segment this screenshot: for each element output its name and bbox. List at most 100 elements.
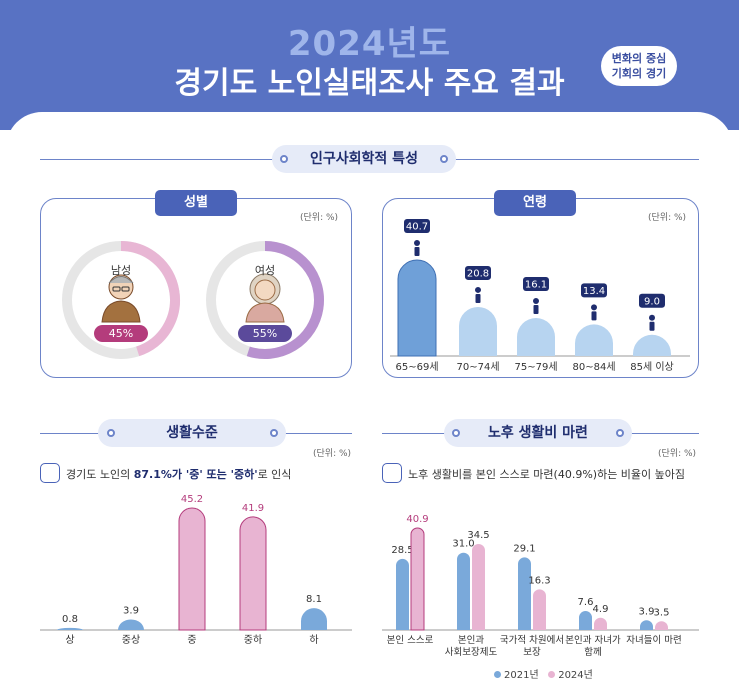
value-bubble	[404, 219, 430, 233]
data-label: 8.1	[306, 594, 322, 605]
bar	[655, 621, 668, 630]
section-dot-left	[280, 155, 288, 163]
data-label: 45.2	[181, 494, 203, 505]
data-label: 0.8	[62, 614, 78, 625]
value-bubble	[639, 293, 665, 308]
section-dot-left	[107, 429, 115, 437]
section-dot-right	[440, 155, 448, 163]
living-note-pre: 경기도 노인의	[66, 468, 134, 481]
section-title-demographics: 인구사회학적 특성	[272, 145, 456, 173]
male-label: 남성	[110, 264, 132, 277]
tick-label: 75~79세	[514, 361, 557, 373]
female-ring-arc	[246, 241, 324, 359]
bar	[57, 627, 83, 630]
bar	[594, 617, 607, 630]
data-label: 7.6	[578, 597, 594, 608]
slogan-line-1: 변화의 중심	[611, 52, 667, 65]
legend-swatch-2021	[494, 671, 501, 678]
retirement-bar-chart: 28.5 40.9 본인 스스로 31.034.5 본인과 사회보장제도 29.1 16.3 국…	[382, 514, 699, 658]
person-body-icon	[533, 305, 539, 315]
data-label: 16.3	[528, 575, 550, 586]
note-icon	[40, 463, 60, 483]
legend-2024: 2024년	[558, 670, 593, 681]
section-dot-left	[452, 429, 460, 437]
bar	[457, 552, 470, 630]
tick-label: 본인 스스로	[387, 635, 434, 646]
retirement-unit: (단위: %)	[658, 449, 697, 459]
person-icon	[591, 304, 597, 311]
data-label: 40.9	[406, 514, 428, 525]
section-title-retirement: 노후 생활비 마련	[444, 419, 632, 447]
age-bar-chart: 40.7 65~69세 20.8 70~74세 16.1 75~79세 13.4 80~84세…	[390, 219, 690, 373]
data-label: 41.9	[242, 503, 264, 514]
data-label: 40.7	[406, 222, 428, 233]
data-label: 28.5	[391, 545, 413, 556]
gender-rings	[62, 241, 324, 359]
female-pct-pill: 55%	[238, 325, 292, 342]
living-note-bold: 87.1%가 '중' 또는 '중하'	[133, 468, 258, 481]
bar	[397, 259, 437, 357]
bar	[472, 543, 485, 630]
person-body-icon	[414, 247, 420, 256]
male-pct-pill: 45%	[94, 325, 148, 342]
tick-label: 상	[65, 634, 74, 646]
tick-label: 자녀들이 마련	[626, 635, 681, 646]
tick-label: 중상	[122, 634, 140, 646]
living-note: 경기도 노인의 87.1%가 '중' 또는 '중하'로 인식	[66, 466, 291, 482]
gender-tab: 성별	[155, 190, 237, 216]
data-label: 4.9	[593, 604, 609, 615]
data-label: 13.4	[583, 286, 605, 297]
living-bar-chart: 0.8 상 3.9 중상 45.2 중 41.9 중하 8.1 하	[40, 494, 352, 646]
legend-swatch-2024	[548, 671, 556, 678]
data-label: 3.5	[654, 607, 670, 618]
bar	[579, 611, 592, 630]
data-label: 3.9	[123, 605, 139, 616]
tick-label: 80~84세	[572, 361, 615, 373]
person-body-icon	[649, 321, 655, 331]
value-bubble	[581, 283, 607, 298]
report-title: 경기도 노인실태조사 주요 결과	[174, 66, 565, 101]
bar	[396, 558, 409, 630]
living-note-post: 로 인식	[257, 468, 292, 481]
tick-label: 중	[187, 634, 196, 646]
note-icon	[382, 463, 402, 483]
value-bubble	[465, 265, 491, 280]
person-body-icon	[591, 311, 597, 321]
person-body-icon	[475, 293, 481, 303]
bar	[178, 507, 206, 631]
data-label: 34.5	[467, 530, 489, 541]
legend-2021: 2021년	[504, 670, 539, 681]
tick-label: 85세 이상	[630, 361, 674, 373]
data-label: 3.9	[639, 606, 655, 617]
tick-label: 본인과 사회보장제도	[445, 635, 498, 658]
bar	[517, 318, 555, 356]
age-unit: (단위: %)	[648, 213, 687, 223]
chart-legend: 2021년 2024년	[494, 666, 593, 681]
data-label: 31.0	[452, 539, 474, 550]
female-label: 여성	[254, 264, 276, 277]
slogan-badge: 변화의 중심 기회의 경기	[601, 46, 677, 86]
gender-unit: (단위: %)	[300, 213, 339, 223]
tick-label: 65~69세	[395, 361, 438, 373]
report-year: 2024년도	[287, 24, 452, 64]
bar	[301, 608, 327, 630]
section-dot-right	[270, 429, 278, 437]
data-label: 29.1	[513, 543, 535, 554]
slogan-line-2: 기회의 경기	[611, 67, 667, 80]
bar	[118, 619, 144, 630]
bar	[410, 527, 425, 631]
data-label: 16.1	[525, 280, 547, 291]
bar	[640, 620, 653, 630]
bar	[533, 589, 546, 630]
bar	[633, 334, 671, 356]
tick-label: 국가적 차원에서 보장	[500, 634, 564, 658]
value-bubble	[523, 277, 549, 292]
tick-label: 본인과 자녀가 함께	[565, 635, 621, 658]
tick-label: 중하	[244, 633, 262, 646]
age-tab: 연령	[494, 190, 576, 216]
male-ring-arc	[120, 241, 180, 357]
data-label: 9.0	[644, 296, 660, 307]
data-label: 20.8	[467, 268, 489, 279]
section-dot-right	[616, 429, 624, 437]
person-icon	[533, 298, 539, 305]
